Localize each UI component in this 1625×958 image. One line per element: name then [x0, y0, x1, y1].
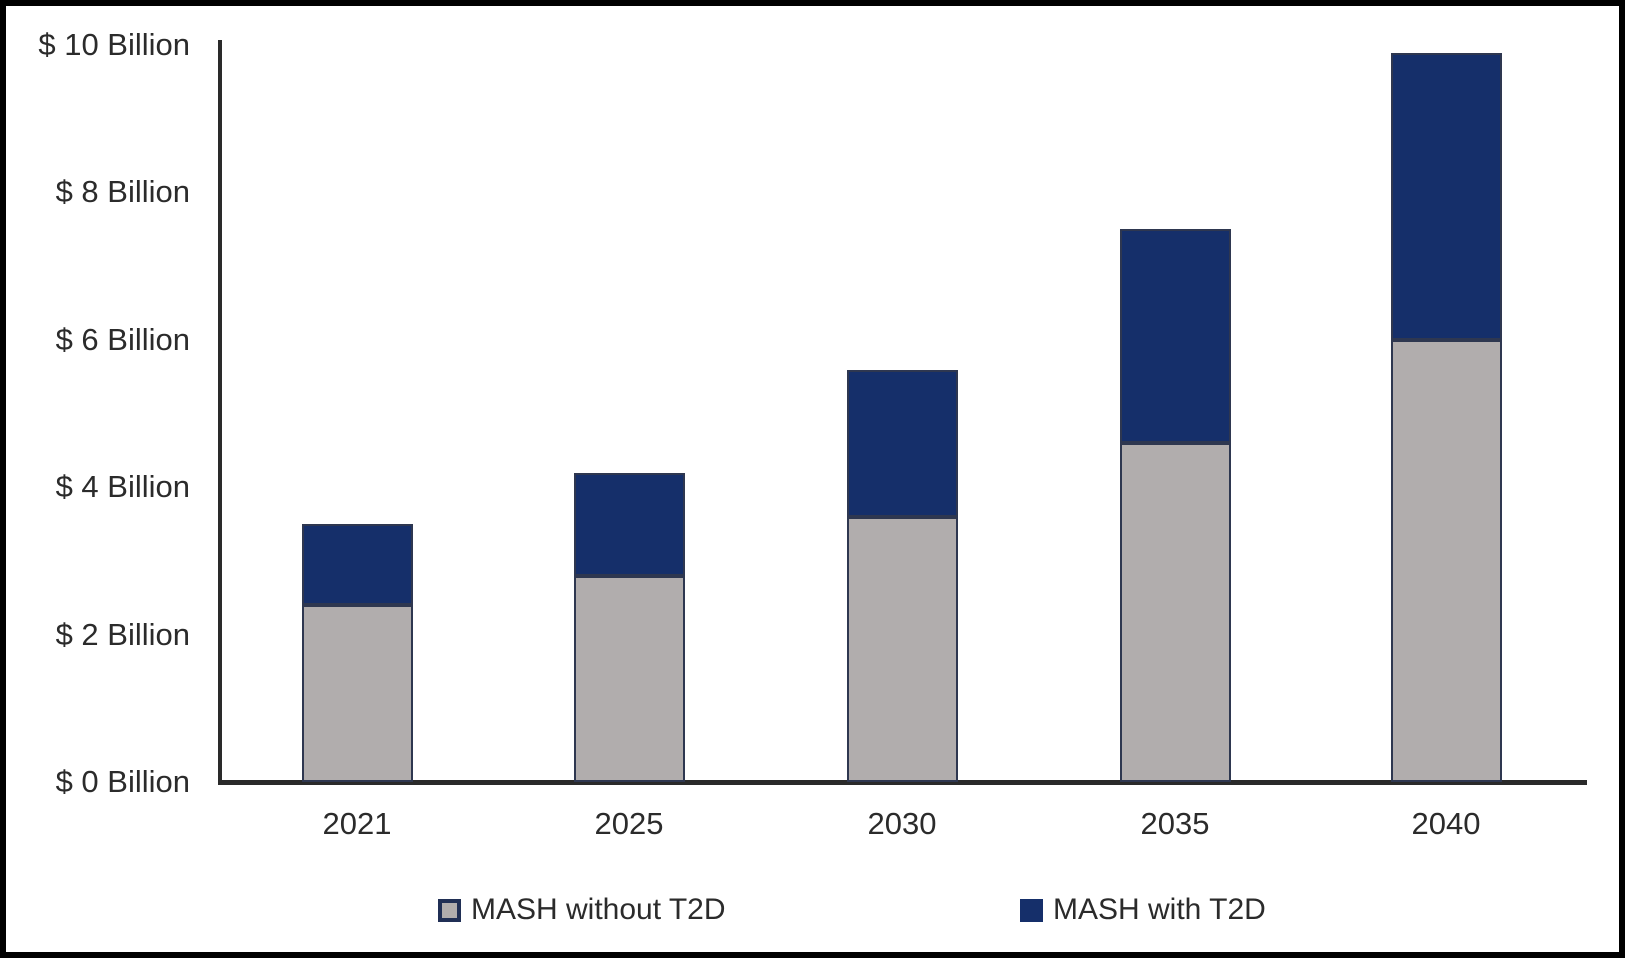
y-tick-label-2-billion: $ 2 Billion [55, 616, 190, 652]
legend-label-mash-without-t2d: MASH without T2D [471, 893, 726, 926]
legend-label-mash-with-t2d: MASH with T2D [1053, 893, 1266, 926]
bar-segment-mash-with-t2d-2040 [1391, 53, 1502, 340]
x-tick-label-2030: 2030 [867, 806, 937, 841]
bar-segment-mash-without-t2d-2025 [574, 576, 685, 782]
y-tick-label-10-billion: $ 10 Billion [38, 27, 190, 62]
x-tick-label-2035: 2035 [1140, 806, 1210, 841]
legend-swatch-mash-with-t2d [1020, 898, 1043, 922]
bar-segment-mash-with-t2d-2030 [847, 370, 958, 517]
y-tick-label-8-billion: $ 8 Billion [55, 174, 190, 210]
legend-item-mash-without-t2d: MASH without T2D [438, 892, 726, 928]
x-tick-label-2025: 2025 [594, 806, 664, 841]
bar-segment-mash-without-t2d-2030 [847, 517, 958, 782]
bar-segment-mash-with-t2d-2035 [1120, 229, 1231, 443]
x-tick-label-2021: 2021 [322, 806, 392, 841]
bar-segment-mash-with-t2d-2021 [302, 524, 413, 605]
legend-item-mash-with-t2d: MASH with T2D [1020, 892, 1266, 928]
legend-swatch-mash-without-t2d [438, 898, 461, 922]
bar-segment-mash-with-t2d-2025 [574, 473, 685, 576]
bar-segment-mash-without-t2d-2040 [1391, 340, 1502, 782]
bar-segment-mash-without-t2d-2035 [1120, 443, 1231, 782]
y-tick-label-6-billion: $ 6 Billion [55, 321, 190, 357]
x-tick-label-2040: 2040 [1411, 806, 1481, 841]
y-axis-line [218, 40, 222, 782]
bar-segment-mash-without-t2d-2021 [302, 605, 413, 782]
y-tick-label-0-billion: $ 0 Billion [55, 764, 190, 799]
y-tick-label-4-billion: $ 4 Billion [55, 469, 190, 505]
x-axis-line [218, 780, 1587, 785]
